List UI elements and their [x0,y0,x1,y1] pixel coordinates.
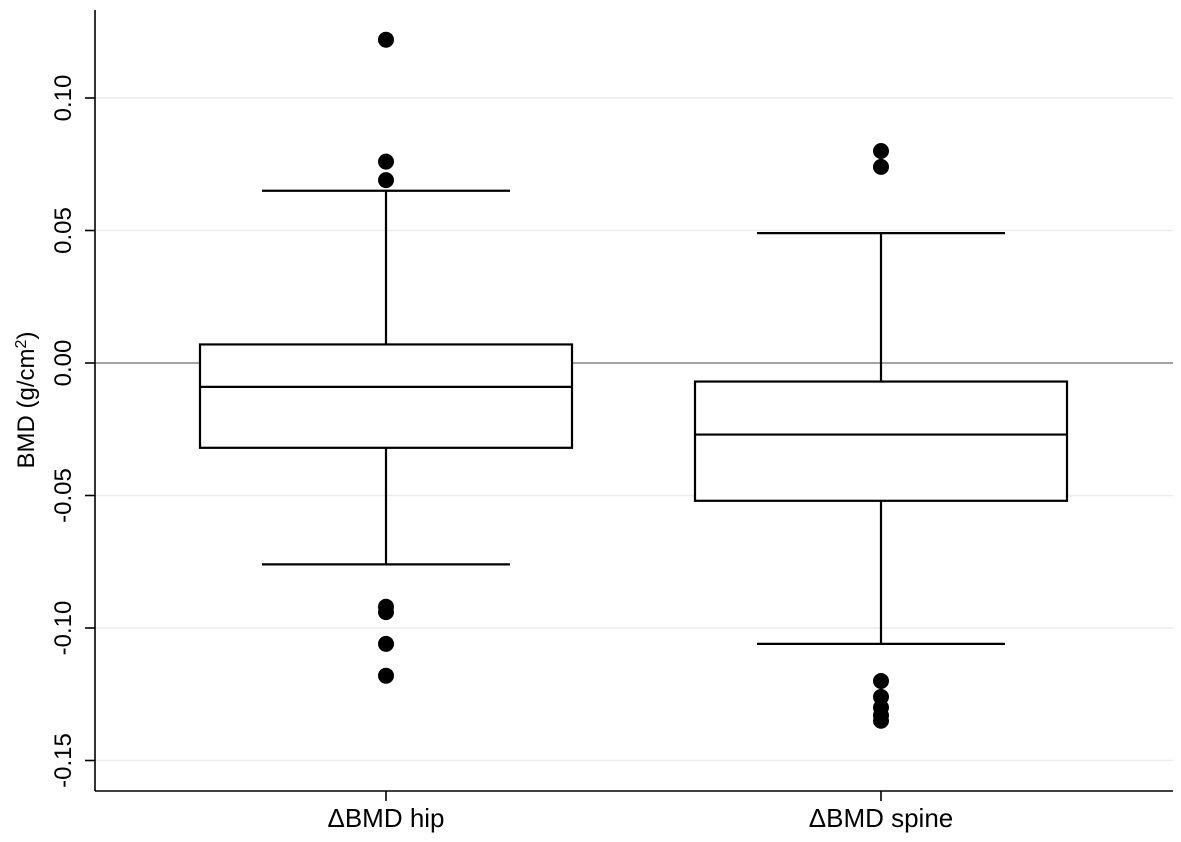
y-tick-label: -0.15 [50,733,77,788]
outlier-point [378,667,394,684]
outlier-point [378,604,394,621]
boxes [198,31,1069,729]
x-category-labels: ΔBMD hip ΔBMD spine [327,791,953,833]
x-category-label: ΔBMD hip [327,803,444,833]
iqr-box [693,380,1069,502]
x-category-label: ΔBMD spine [809,803,954,833]
box-group [198,31,574,684]
outlier-point [873,673,889,689]
outlier-point [378,635,394,652]
outlier-point [378,153,394,170]
outlier-point [378,172,394,189]
y-tick-label: -0.10 [50,601,77,656]
outlier-point [873,712,889,729]
outlier-point [378,31,394,48]
outlier-point [873,143,889,159]
y-tick-label: 0.10 [50,75,77,122]
y-tick-label: 0.05 [50,207,77,254]
y-ticks: 0.10 0.05 0.00 -0.05 -0.10 -0.15 [50,75,95,788]
iqr-box [198,343,574,449]
y-axis-label-superscript: 2 [13,339,30,348]
box-group [693,143,1069,729]
y-axis-label: BMD (g/cm2) [13,332,41,469]
y-tick-label: 0.00 [50,340,77,387]
outlier-point [873,158,889,175]
axes [94,10,1173,792]
y-axis-label-main: BMD (g/cm [13,348,40,468]
y-tick-label: -0.05 [50,468,77,523]
y-axis-label-close: ) [13,332,40,340]
